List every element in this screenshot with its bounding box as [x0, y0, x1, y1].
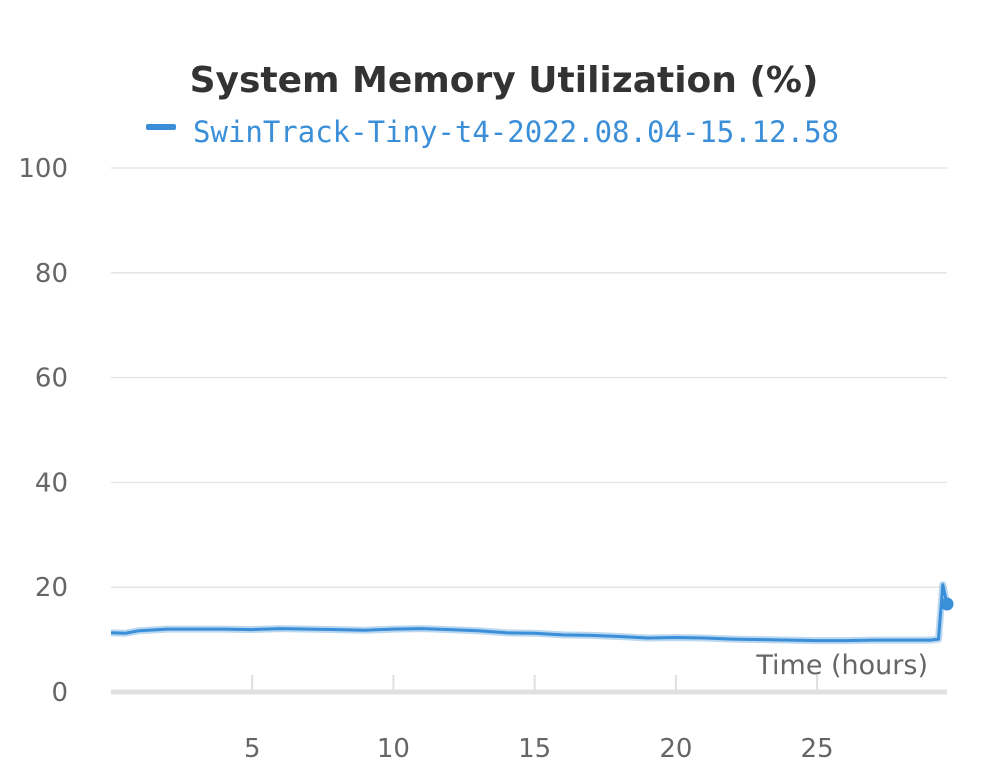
x-tick-label: 15: [518, 734, 551, 764]
x-axis-label: Time (hours): [755, 650, 928, 681]
x-tick-label: 25: [801, 734, 834, 764]
x-tick-label: 20: [659, 734, 692, 764]
y-tick-label: 0: [51, 678, 68, 708]
y-axis-ticks: 0 20 40 60 80 100: [18, 154, 68, 708]
series-layer: [110, 581, 954, 645]
x-tick-label: 10: [377, 734, 410, 764]
x-axis-ticks: 5 10 15 20 25: [244, 675, 834, 764]
chart-title: System Memory Utilization (%): [190, 60, 819, 101]
y-tick-label: 60: [35, 364, 68, 394]
gridlines: [111, 167, 947, 695]
x-tick-label: 5: [244, 734, 261, 764]
legend-label: SwinTrack-Tiny-t4-2022.08.04-15.12.58: [193, 115, 839, 149]
y-tick-label: 40: [35, 468, 68, 498]
series-end-point: [940, 597, 954, 611]
y-tick-label: 20: [35, 573, 68, 603]
legend-swatch: [146, 124, 176, 130]
series-line: [110, 583, 949, 643]
y-tick-label: 80: [35, 259, 68, 289]
y-tick-label: 100: [18, 154, 68, 184]
legend: SwinTrack-Tiny-t4-2022.08.04-15.12.58: [146, 115, 839, 149]
